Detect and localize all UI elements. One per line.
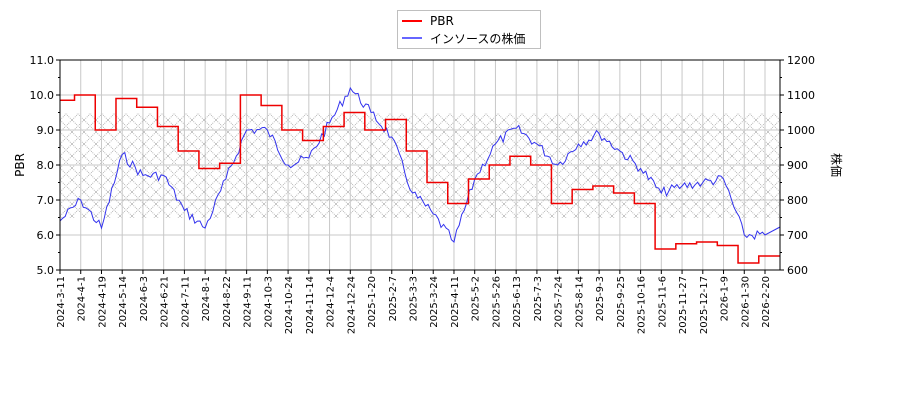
x-tick-label: 2025-10-16 <box>637 276 648 334</box>
x-tick-label: 2025-11-27 <box>678 276 689 334</box>
x-tick-label: 2025-9-3 <box>595 276 606 321</box>
legend-label-pbr: PBR <box>430 14 454 28</box>
x-tick-label: 2026-2-20 <box>761 276 772 328</box>
x-tick-label: 2025-3-3 <box>409 276 420 321</box>
right-tick-label: 600 <box>787 264 808 277</box>
x-tick-label: 2024-7-11 <box>180 276 191 328</box>
x-tick-label: 2025-12-17 <box>699 276 710 334</box>
x-tick-label: 2026-1-30 <box>740 276 751 328</box>
gridlines <box>59 59 780 271</box>
x-tick-label: 2024-11-14 <box>305 276 316 334</box>
left-tick-label: 5.0 <box>37 264 55 277</box>
legend-item-pbr: PBR <box>402 13 454 29</box>
x-tick-label: 2025-7-3 <box>533 276 544 321</box>
x-tick-label: 2025-5-2 <box>471 276 482 321</box>
x-axis: 2024-3-11 2024-4-1 2024-4-19 2024-5-14 2024-… <box>56 270 772 334</box>
left-tick-label: 7.0 <box>37 194 55 207</box>
right-tick-label: 1000 <box>787 124 815 137</box>
right-tick-label: 1100 <box>787 89 815 102</box>
x-tick-label: 2024-8-22 <box>222 276 233 328</box>
x-tick-label: 2026-1-9 <box>720 276 731 321</box>
x-tick-label: 2024-12-4 <box>326 276 337 328</box>
x-tick-label: 2024-4-1 <box>77 276 88 321</box>
right-tick-label: 1200 <box>787 54 815 67</box>
x-tick-label: 2025-11-6 <box>657 276 668 328</box>
legend-swatch-pbr <box>402 20 422 22</box>
x-tick-label: 2025-5-26 <box>491 276 502 328</box>
x-tick-label: 2024-12-24 <box>346 276 357 334</box>
x-tick-label: 2024-4-19 <box>97 276 108 328</box>
x-tick-label: 2025-3-24 <box>429 276 440 328</box>
left-axis-label: PBR <box>13 153 27 177</box>
x-tick-label: 2024-6-3 <box>139 276 150 321</box>
right-tick-label: 800 <box>787 194 808 207</box>
x-tick-label: 2025-6-13 <box>512 276 523 328</box>
pbr-line <box>60 94 780 264</box>
legend-item-price: インソースの株価 <box>402 30 525 46</box>
x-tick-label: 2024-3-11 <box>56 276 67 328</box>
legend-swatch-price <box>402 37 422 39</box>
left-tick-label: 11.0 <box>30 54 55 67</box>
left-tick-label: 9.0 <box>37 124 55 137</box>
x-tick-label: 2025-2-7 <box>388 276 399 321</box>
right-axis: 600 700 800 900 1000 1100 1200 <box>780 54 815 277</box>
x-tick-label: 2024-10-24 <box>284 276 295 334</box>
left-tick-label: 6.0 <box>37 229 55 242</box>
x-tick-label: 2024-10-3 <box>263 276 274 328</box>
x-tick-label: 2024-8-1 <box>201 276 212 321</box>
stock-price-line <box>60 86 780 243</box>
x-tick-label: 2025-1-20 <box>367 276 378 328</box>
right-tick-label: 700 <box>787 229 808 242</box>
x-tick-label: 2025-4-11 <box>450 276 461 328</box>
x-tick-label: 2025-7-24 <box>554 276 565 328</box>
legend-label-price: インソースの株価 <box>430 31 526 46</box>
left-tick-label: 10.0 <box>30 89 55 102</box>
left-axis: 5.0 6.0 7.0 8.0 9.0 10.0 11.0 <box>30 54 60 277</box>
x-tick-label: 2025-8-14 <box>574 276 585 328</box>
legend: PBR インソースの株価 <box>397 10 541 49</box>
left-tick-label: 8.0 <box>37 159 55 172</box>
x-tick-label: 2024-5-14 <box>118 276 129 328</box>
right-tick-label: 900 <box>787 159 808 172</box>
right-axis-label: 株価 <box>829 153 844 177</box>
x-tick-label: 2025-9-25 <box>616 276 627 328</box>
x-tick-label: 2024-9-11 <box>243 276 254 328</box>
x-tick-label: 2024-6-21 <box>160 276 171 328</box>
